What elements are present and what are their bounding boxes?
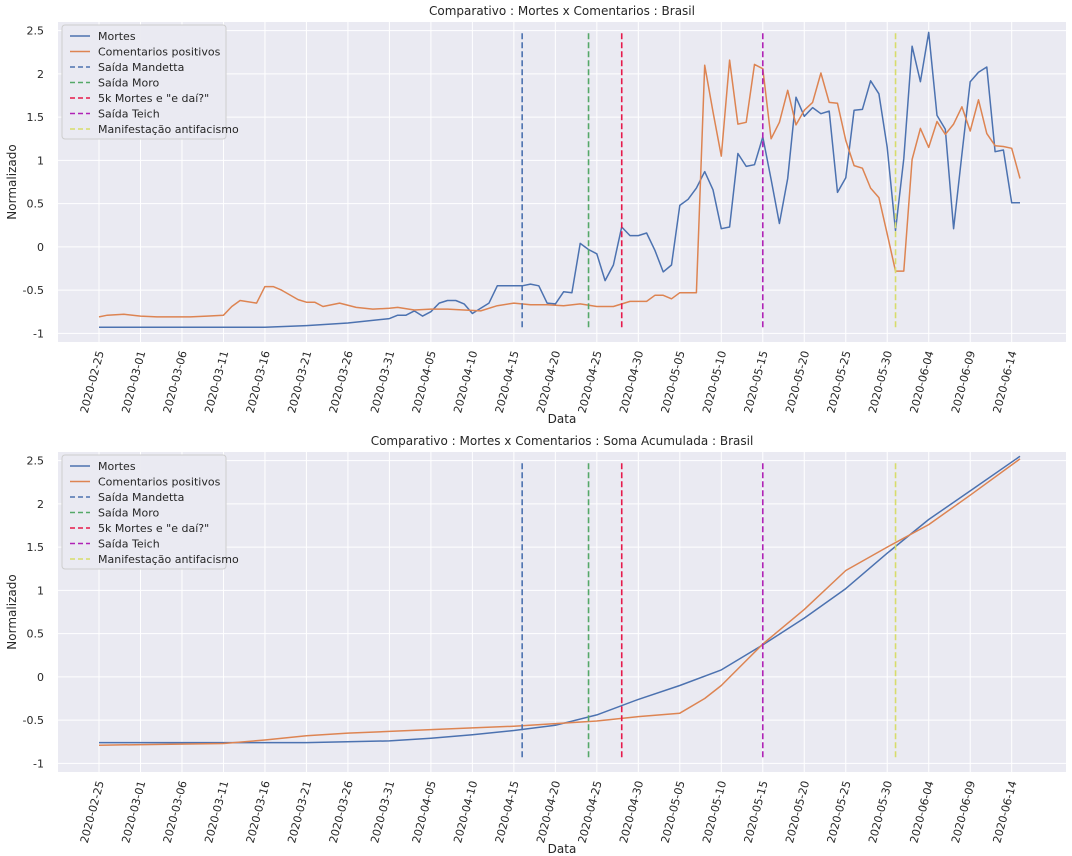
x-tick-label: 2020-04-25	[576, 779, 605, 844]
x-tick-label: 2020-03-06	[161, 779, 190, 844]
x-tick-label: 2020-04-30	[617, 349, 646, 414]
x-tick-label: 2020-05-15	[742, 779, 771, 844]
x-tick-label: 2020-06-04	[908, 349, 937, 414]
x-tick-label: 2020-04-10	[451, 349, 480, 414]
legend-label: 5k Mortes e "e daí?"	[98, 522, 209, 535]
x-tick-label: 2020-03-31	[368, 779, 397, 844]
x-tick-label: 2020-06-14	[990, 349, 1019, 414]
legend-label: Comentarios positivos	[98, 476, 221, 489]
x-axis-label: Data	[548, 412, 577, 426]
x-tick-label: 2020-03-21	[285, 349, 314, 414]
x-tick-label: 2020-02-25	[78, 779, 107, 844]
x-tick-label: 2020-04-15	[493, 349, 522, 414]
x-tick-label: 2020-03-11	[202, 349, 231, 414]
chart-panel-1: -1 -0.5 0 0.5 1 1.5 2 2.5 2020-02-25 2020-03-01 20…	[5, 4, 1066, 426]
legend-label: Saída Teich	[98, 108, 160, 121]
legend-label: Saída Teich	[98, 538, 160, 551]
x-tick-label: 2020-04-05	[410, 779, 439, 844]
x-axis-label: Data	[548, 842, 577, 856]
legend: Mortes Comentarios positivos Saída Mandett…	[61, 454, 239, 570]
y-tick-label: -0.5	[23, 284, 44, 297]
y-tick-label: 1	[37, 154, 44, 167]
x-tick-label: 2020-05-05	[659, 349, 688, 414]
y-tick-label: 1.5	[27, 111, 45, 124]
x-tick-label: 2020-05-15	[742, 349, 771, 414]
chart-panel-2: -1 -0.5 0 0.5 1 1.5 2 2.5 2020-02-25 2020-03-01 20…	[5, 434, 1066, 856]
y-tick-label: 1	[37, 584, 44, 597]
x-tick-label: 2020-04-10	[451, 779, 480, 844]
x-tick-label: 2020-03-26	[327, 779, 356, 844]
y-tick-label: 2	[37, 498, 44, 511]
x-tick-label: 2020-05-25	[825, 349, 854, 414]
x-tick-label: 2020-03-16	[244, 349, 273, 414]
x-tick-label: 2020-05-30	[866, 349, 895, 414]
legend-label: Saída Moro	[98, 77, 160, 90]
y-tick-label: 2	[37, 68, 44, 81]
legend-label: Manifestação antifacismo	[98, 553, 239, 566]
series-line-1	[99, 455, 1021, 744]
x-tick-label: 2020-03-21	[285, 779, 314, 844]
x-tick-label: 2020-03-16	[244, 779, 273, 844]
x-tick-label: 2020-03-01	[119, 349, 148, 414]
y-tick-label: 0.5	[27, 198, 45, 211]
x-tick-label: 2020-06-09	[949, 349, 978, 414]
x-tick-label: 2020-04-15	[493, 779, 522, 844]
legend-label: 5k Mortes e "e daí?"	[98, 92, 209, 105]
x-tick-label: 2020-05-10	[700, 779, 729, 844]
x-tick-label: 2020-04-25	[576, 349, 605, 414]
x-tick-label: 2020-04-20	[534, 349, 563, 414]
x-tick-label: 2020-05-10	[700, 349, 729, 414]
x-tick-label: 2020-05-05	[659, 779, 688, 844]
x-tick-label: 2020-06-04	[908, 779, 937, 844]
x-tick-label: 2020-05-25	[825, 779, 854, 844]
x-tick-label: 2020-05-20	[783, 779, 812, 844]
y-tick-label: -0.5	[23, 714, 44, 727]
y-tick-label: 0	[37, 671, 44, 684]
legend: Mortes Comentarios positivos Saída Mandett…	[61, 24, 239, 140]
chart-title: Comparativo : Mortes x Comentarios : Bra…	[429, 4, 695, 18]
y-tick-label: 1.5	[27, 541, 45, 554]
y-tick-label: -1	[33, 757, 44, 770]
x-tick-label: 2020-05-30	[866, 779, 895, 844]
y-axis-label: Normalizado	[5, 574, 19, 649]
x-tick-label: 2020-06-09	[949, 779, 978, 844]
x-tick-label: 2020-04-20	[534, 779, 563, 844]
legend-box	[61, 24, 227, 140]
y-axis-label: Normalizado	[5, 144, 19, 219]
chart-title: Comparativo : Mortes x Comentarios : Som…	[371, 434, 754, 448]
x-tick-label: 2020-05-20	[783, 349, 812, 414]
legend-label: Saída Mandetta	[98, 491, 184, 504]
series-line-2	[98, 59, 1021, 318]
x-tick-label: 2020-02-25	[78, 349, 107, 414]
series-line-1	[99, 31, 1020, 329]
x-tick-label: 2020-06-14	[990, 779, 1019, 844]
legend-label: Mortes	[98, 460, 136, 473]
legend-label: Saída Mandetta	[98, 61, 184, 74]
y-tick-label: 0	[37, 241, 44, 254]
y-tick-label: 2.5	[27, 25, 45, 38]
legend-box	[61, 454, 227, 570]
legend-label: Saída Moro	[98, 507, 160, 520]
y-tick-label: -1	[33, 327, 44, 340]
x-tick-label: 2020-03-26	[327, 349, 356, 414]
x-tick-label: 2020-03-11	[202, 779, 231, 844]
legend-label: Comentarios positivos	[98, 46, 221, 59]
series-line-2	[98, 458, 1021, 746]
y-tick-label: 0.5	[27, 628, 45, 641]
legend-label: Manifestação antifacismo	[98, 123, 239, 136]
x-tick-label: 2020-03-01	[119, 779, 148, 844]
y-tick-label: 2.5	[27, 455, 45, 468]
x-tick-label: 2020-04-05	[410, 349, 439, 414]
x-tick-label: 2020-03-31	[368, 349, 397, 414]
x-tick-label: 2020-04-30	[617, 779, 646, 844]
x-tick-label: 2020-03-06	[161, 349, 190, 414]
legend-label: Mortes	[98, 30, 136, 43]
